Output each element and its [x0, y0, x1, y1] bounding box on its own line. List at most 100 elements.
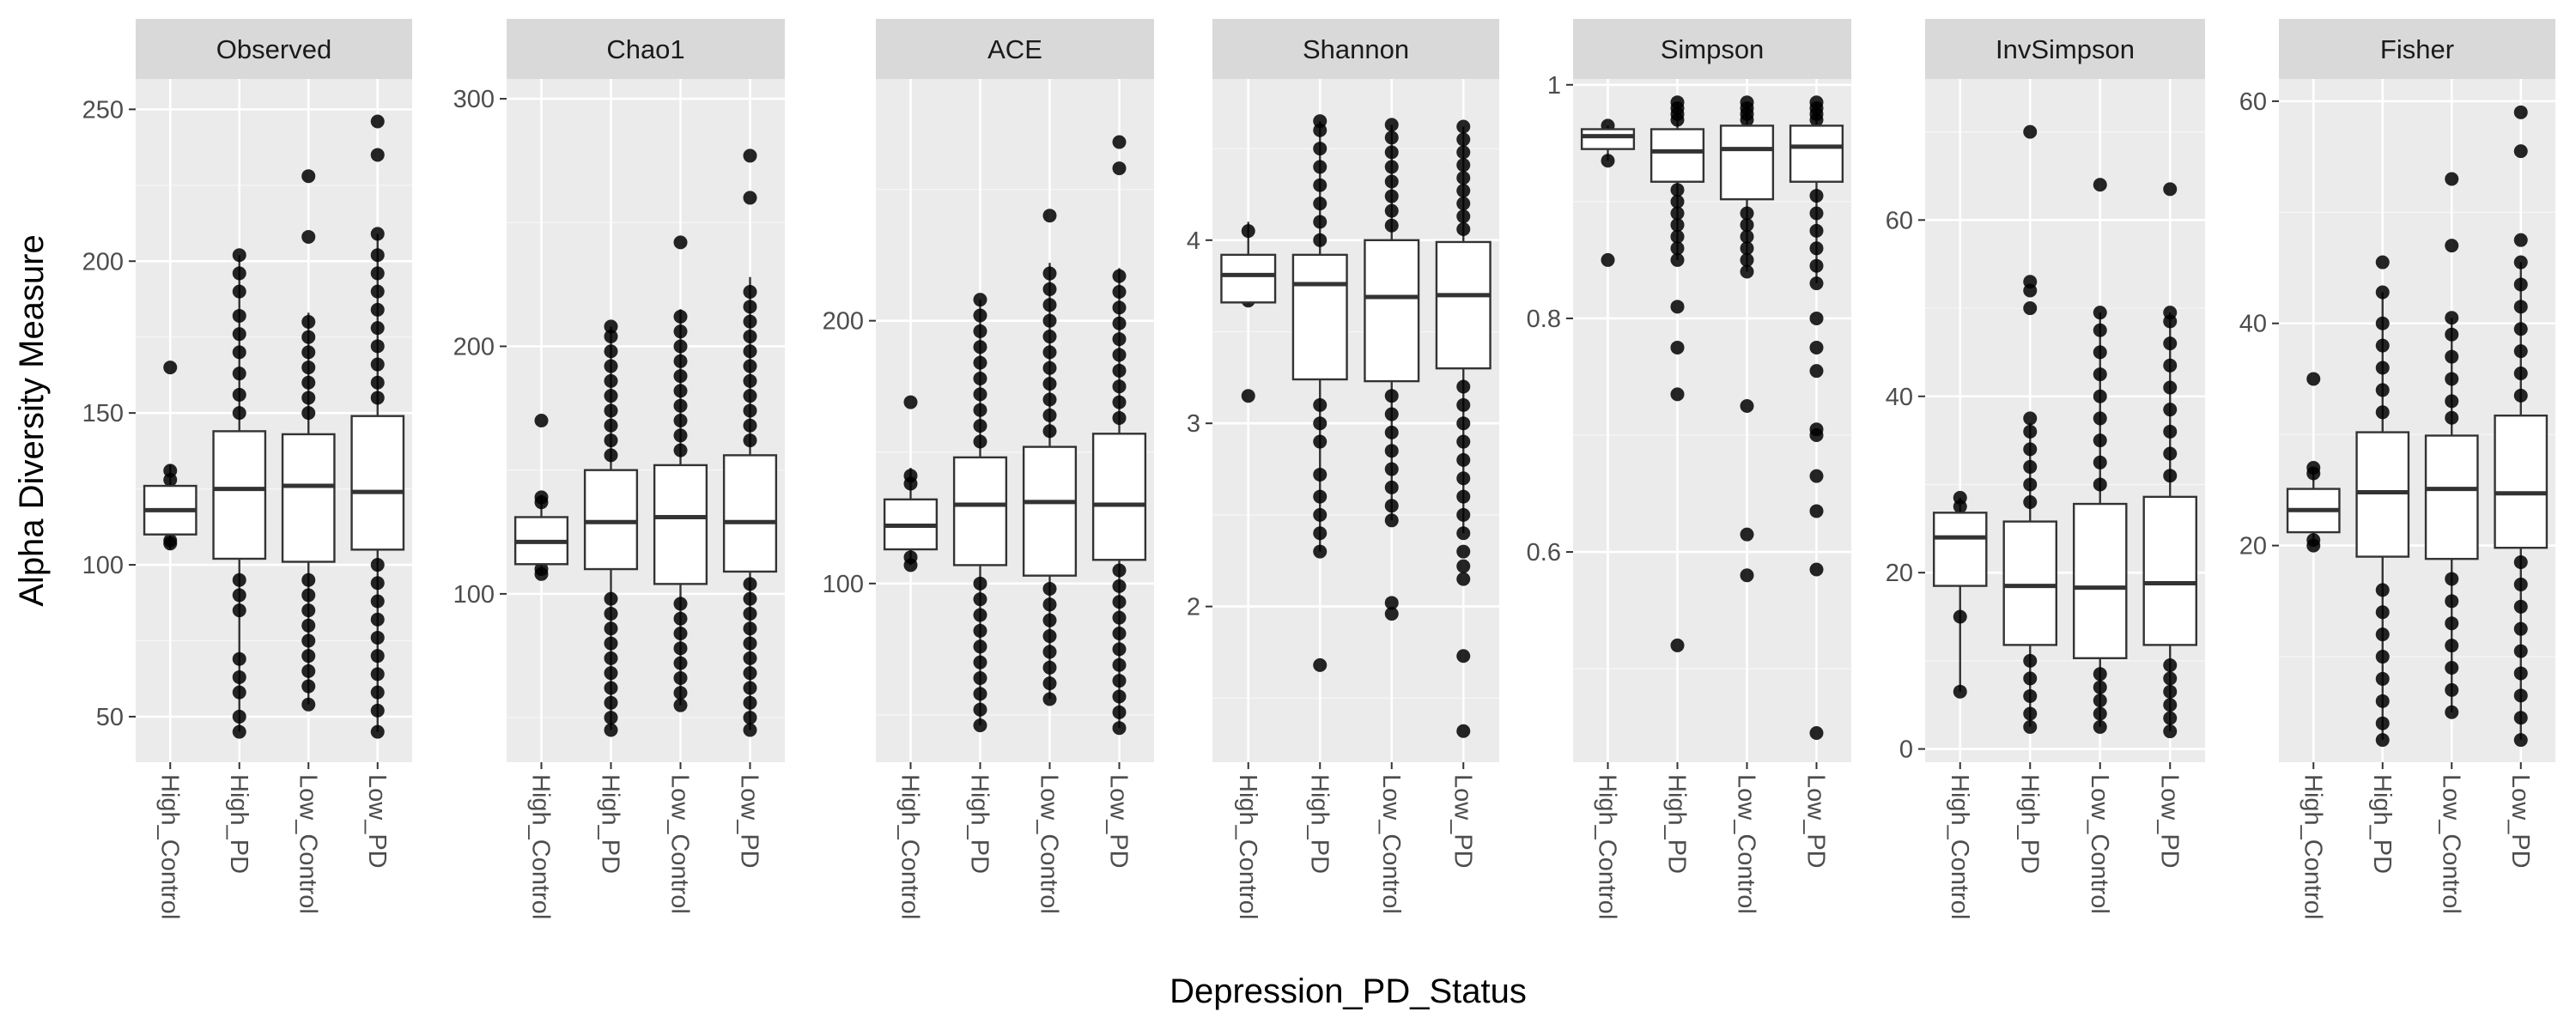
data-point [2023, 653, 2038, 668]
data-point [370, 724, 385, 739]
data-point [1809, 206, 1824, 221]
data-point [2163, 711, 2178, 725]
data-point [2093, 694, 2107, 708]
facet-panel-invsimpson: InvSimpson 0 20 40 60 High_Control High_PD Low_… [1886, 19, 2205, 919]
data-point [2306, 372, 2321, 386]
data-point [743, 389, 757, 403]
data-point [1456, 171, 1471, 185]
data-point [1112, 579, 1127, 593]
data-point [301, 169, 316, 184]
data-point [973, 639, 987, 654]
data-point [1456, 184, 1471, 198]
x-tick-label: Low_PD [2155, 774, 2183, 869]
data-point [2445, 372, 2459, 386]
data-point [370, 612, 385, 627]
data-point [301, 345, 316, 360]
data-point [1670, 340, 1685, 354]
data-point [370, 594, 385, 609]
facet-strip [1212, 19, 1499, 79]
data-point [1456, 197, 1471, 211]
data-point [2375, 285, 2390, 300]
data-point [2093, 680, 2107, 694]
data-point [2093, 455, 2107, 470]
data-point [1313, 416, 1327, 431]
data-point [1456, 209, 1471, 224]
data-point [743, 621, 757, 636]
x-tick-label: High_PD [597, 774, 624, 874]
data-point [673, 627, 688, 641]
data-point [1042, 313, 1057, 328]
data-point [370, 685, 385, 700]
data-point [2093, 719, 2107, 734]
data-point [1112, 300, 1127, 315]
box-high-control [1220, 221, 1277, 403]
data-point [370, 649, 385, 663]
data-point [2163, 358, 2178, 373]
plot-panel [1925, 79, 2205, 762]
data-point [1456, 158, 1471, 173]
data-point [2093, 306, 2107, 320]
data-point [1313, 233, 1327, 247]
data-point [2163, 380, 2178, 395]
data-point [370, 558, 385, 573]
data-point [1384, 189, 1399, 203]
facet-strip [2279, 19, 2555, 79]
data-point [1042, 345, 1057, 360]
data-point [2163, 469, 2178, 483]
data-point [743, 591, 757, 606]
data-point [232, 588, 246, 603]
data-point [673, 354, 688, 368]
data-point [1740, 241, 1754, 256]
data-point [2375, 383, 2390, 397]
facet-panel-chao1: Chao1 100 200 300 High_Control High_PD Low_Con… [453, 19, 785, 919]
y-tick-label: 200 [823, 308, 864, 336]
data-point [1456, 416, 1471, 431]
data-point [604, 373, 618, 388]
data-point [1809, 311, 1824, 325]
box-high-pd [2002, 124, 2058, 734]
data-point [1456, 572, 1471, 586]
data-point [1313, 114, 1327, 129]
data-point [2513, 105, 2528, 119]
data-point [370, 576, 385, 591]
facet-strip-label: Observed [216, 34, 331, 64]
data-point [673, 384, 688, 398]
data-point [2306, 533, 2321, 548]
data-point [1112, 705, 1127, 719]
data-point [743, 329, 757, 343]
data-point [232, 603, 246, 618]
data-point [232, 387, 246, 402]
data-point [370, 391, 385, 405]
data-point [743, 681, 757, 695]
data-point [2513, 366, 2528, 380]
data-point [1042, 424, 1057, 439]
data-point [1384, 160, 1399, 174]
data-point [1042, 660, 1057, 675]
data-point [2163, 403, 2178, 417]
data-point [2513, 277, 2528, 292]
data-point [2513, 711, 2528, 725]
box-high-control [883, 395, 939, 573]
facet-panel-simpson: Simpson 0.6 0.8 1 High_Control High_PD Low_Con… [1527, 19, 1851, 919]
iqr-box [1022, 445, 1078, 577]
box-high-pd [212, 248, 267, 739]
data-point [604, 329, 618, 343]
data-point [1042, 408, 1057, 422]
data-point [1384, 174, 1399, 189]
data-point [2093, 411, 2107, 426]
data-point [1042, 209, 1057, 223]
data-point [743, 359, 757, 373]
box-low-control [2072, 178, 2128, 734]
iqr-box [2072, 502, 2128, 660]
box-low-pd [2494, 105, 2549, 748]
data-point [743, 606, 757, 621]
data-point [1112, 626, 1127, 640]
data-point [1456, 119, 1471, 134]
data-point [1670, 194, 1685, 209]
data-point [232, 327, 246, 342]
data-point [1384, 389, 1399, 403]
data-point [301, 588, 316, 603]
box-low-pd [1435, 119, 1492, 738]
data-point [2023, 477, 2038, 492]
